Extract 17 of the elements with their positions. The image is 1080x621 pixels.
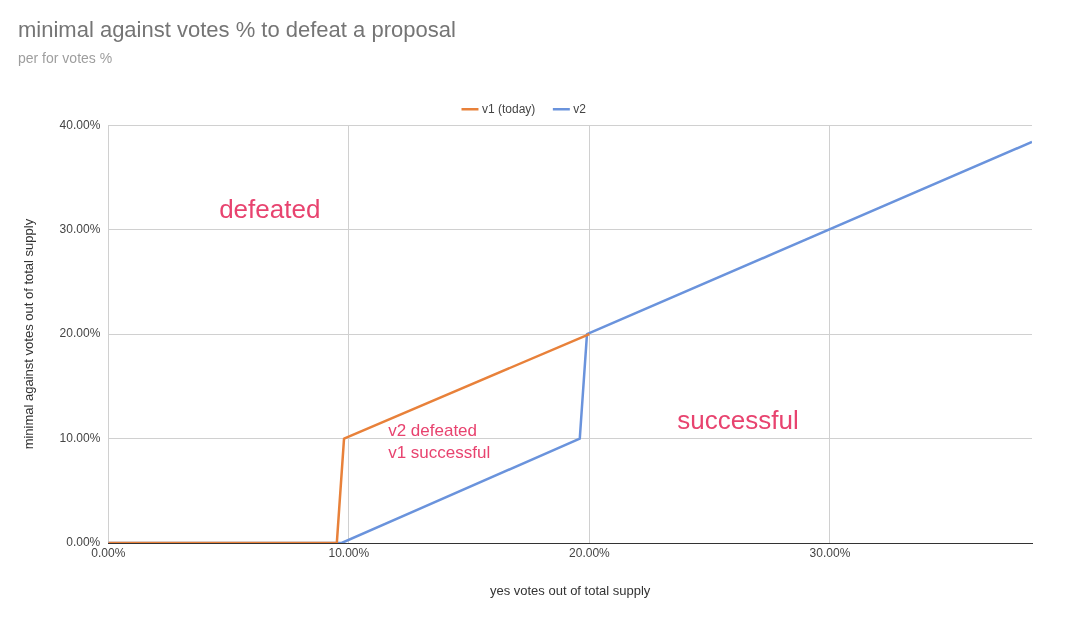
annotation: defeated	[219, 194, 321, 225]
chart-subtitle: per for votes %	[18, 49, 113, 66]
y-tick-label: 40.00%	[59, 117, 101, 132]
y-tick-label: 10.00%	[59, 430, 101, 445]
x-tick-label: 20.00%	[569, 545, 611, 560]
annotation: successful	[677, 405, 799, 436]
y-tick-label: 30.00%	[59, 221, 101, 236]
x-axis-title: yes votes out of total supply	[489, 582, 651, 598]
x-tick-label: 10.00%	[328, 545, 370, 560]
legend-label: v2	[573, 101, 587, 116]
annotation: v2 defeated v1 successful	[388, 421, 491, 463]
chart-title: minimal against votes % to defeat a proposal	[18, 17, 456, 43]
y-tick-label: 20.00%	[59, 326, 101, 341]
legend-label: v1 (today)	[481, 101, 536, 116]
y-axis-title: minimal against votes out of total supply	[21, 218, 37, 450]
x-tick-label: 30.00%	[809, 545, 851, 560]
x-tick-label: 0.00%	[91, 545, 126, 560]
